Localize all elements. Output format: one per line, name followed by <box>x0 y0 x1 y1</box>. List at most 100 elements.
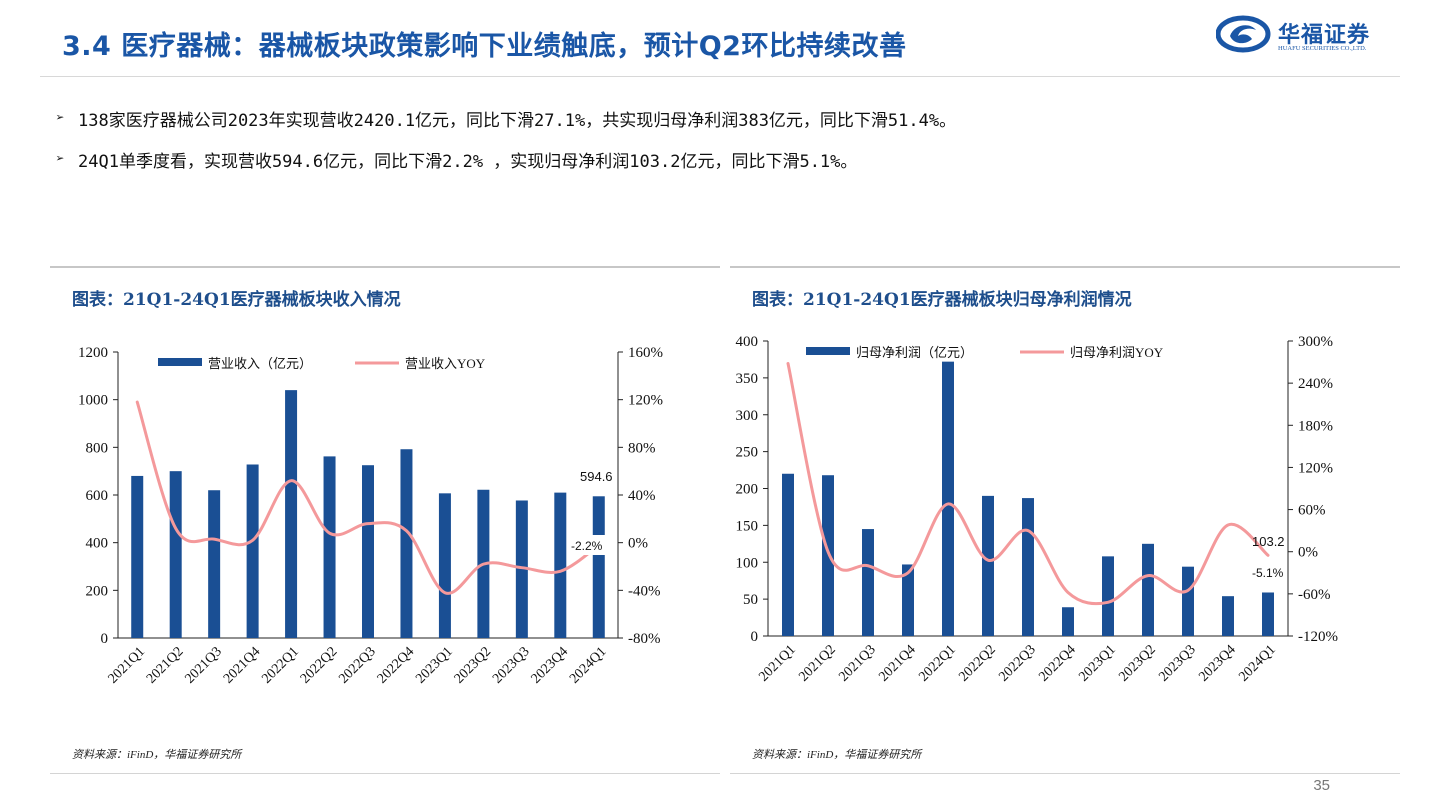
y-tick-label-left: 350 <box>736 371 759 387</box>
y-tick-label-left: 200 <box>86 583 109 599</box>
bullet-text: 24Q1单季度看，实现营收594.6亿元，同比下滑2.2% ，实现归母净利润10… <box>78 151 858 172</box>
legend-swatch-bar <box>806 347 850 355</box>
chart-source: 资料来源：iFinD，华福证券研究所 <box>72 749 242 761</box>
bar <box>1182 566 1194 636</box>
y-tick-label-left: 400 <box>736 334 759 350</box>
x-tick-label: 2022Q1 <box>916 642 959 685</box>
y-tick-label-right: 240% <box>1298 376 1333 392</box>
data-label: -5.1% <box>1252 566 1284 580</box>
data-label: 103.2 <box>1252 534 1285 549</box>
x-tick-label: 2023Q3 <box>490 644 533 687</box>
x-tick-label: 2021Q3 <box>836 642 879 685</box>
chart-bottom-rule <box>730 773 1400 774</box>
y-tick-label-right: 160% <box>628 345 663 361</box>
x-tick-label: 2023Q1 <box>1076 642 1119 685</box>
bullet-text: 138家医疗器械公司2023年实现营收2420.1亿元，同比下滑27.1%，共实… <box>78 110 957 131</box>
bar <box>902 564 914 636</box>
x-tick-label: 2023Q4 <box>1196 642 1239 685</box>
x-tick-label: 2022Q4 <box>375 644 418 687</box>
x-tick-label: 2022Q4 <box>1036 642 1079 685</box>
x-tick-label: 2021Q4 <box>876 642 919 685</box>
y-tick-label-left: 300 <box>736 408 759 424</box>
bar <box>782 473 794 636</box>
bar <box>1022 498 1034 636</box>
legend-label: 营业收入（亿元） <box>208 356 312 371</box>
bar <box>246 464 259 638</box>
title-divider <box>40 76 1400 77</box>
y-tick-label-left: 50 <box>743 592 758 608</box>
logo-subtext: HUAFU SECURITIES CO.,LTD. <box>1278 45 1367 52</box>
bar <box>1262 592 1274 636</box>
bar <box>438 493 451 638</box>
bar <box>515 500 528 638</box>
x-tick-label: 2022Q2 <box>298 644 341 687</box>
arrow-bullet-icon: ➢ <box>56 151 65 167</box>
x-tick-label: 2023Q3 <box>1156 642 1199 685</box>
legend-swatch-bar <box>158 358 202 366</box>
bar <box>1062 607 1074 636</box>
bar <box>169 471 182 638</box>
x-tick-label: 2023Q2 <box>1116 642 1159 685</box>
y-tick-label-left: 250 <box>736 445 759 461</box>
yoy-line <box>786 361 1270 606</box>
legend-label: 归母净利润YOY <box>1070 345 1164 360</box>
y-tick-label-left: 200 <box>736 482 759 498</box>
y-tick-label-right: -40% <box>628 583 661 599</box>
bar <box>362 465 374 638</box>
chart-source: 资料来源：iFinD，华福证券研究所 <box>752 749 922 761</box>
x-tick-label: 2022Q3 <box>996 642 1039 685</box>
revenue-chart: 0 200 400 600 800 1000 1200 -80% -40% 0% 40% 80% 120… <box>78 345 663 687</box>
x-tick-label: 2021Q2 <box>144 644 187 687</box>
legend-label: 营业收入YOY <box>405 356 486 371</box>
bullet-item: ➢ 24Q1单季度看，实现营收594.6亿元，同比下滑2.2% ，实现归母净利润… <box>56 147 956 172</box>
bar <box>285 390 298 638</box>
y-tick-label-right: -80% <box>628 631 661 647</box>
bar <box>323 456 336 638</box>
data-label-background <box>567 535 617 555</box>
y-tick-label-right: 120% <box>1298 460 1333 476</box>
chart-top-rule <box>50 266 720 268</box>
x-tick-label: 2024Q1 <box>567 644 610 687</box>
bar <box>1142 543 1154 636</box>
legend-label: 归母净利润（亿元） <box>856 345 973 360</box>
bar <box>131 475 144 638</box>
bar <box>400 449 413 638</box>
x-tick-label: 2021Q3 <box>182 644 225 687</box>
y-tick-label-right: 40% <box>628 488 656 504</box>
y-tick-label-left: 0 <box>751 629 759 645</box>
y-tick-label-right: 180% <box>1298 418 1333 434</box>
profit-chart: 0 50 100 150 200 250 300 350 400 -120% -60% 0% 60% 12… <box>736 334 1339 685</box>
x-tick-label: 2022Q2 <box>956 642 999 685</box>
bar <box>208 490 221 638</box>
y-tick-label-right: 60% <box>1298 503 1326 519</box>
chart-bottom-rule <box>50 773 720 774</box>
x-tick-label: 2023Q2 <box>452 644 495 687</box>
bar <box>822 475 834 636</box>
y-tick-label-right: 300% <box>1298 334 1333 350</box>
y-tick-label-left: 1200 <box>78 345 108 361</box>
x-tick-label: 2021Q4 <box>221 644 264 687</box>
x-tick-label: 2021Q1 <box>106 644 149 687</box>
bar <box>982 495 994 636</box>
arrow-bullet-icon: ➢ <box>56 110 65 126</box>
bar <box>862 529 874 636</box>
data-label: 594.6 <box>580 469 613 484</box>
y-tick-label-right: -120% <box>1298 629 1338 645</box>
yoy-line <box>135 400 601 595</box>
y-tick-label-right: -60% <box>1298 587 1331 603</box>
y-tick-label-right: 0% <box>1298 545 1318 561</box>
bar <box>592 496 605 638</box>
revenue-chart-panel: 图表：21Q1-24Q1医疗器械板块收入情况 0 200 400 600 800 1000… <box>50 266 720 774</box>
bar <box>942 361 954 636</box>
y-tick-label-left: 1000 <box>78 393 108 409</box>
page-title: 3.4 医疗器械：器械板块政策影响下业绩触底，预计Q2环比持续改善 <box>62 31 907 62</box>
chart-top-rule <box>730 266 1400 268</box>
x-tick-label: 2023Q4 <box>529 644 572 687</box>
y-tick-label-left: 150 <box>736 518 759 534</box>
page-number: 35 <box>1313 777 1330 794</box>
x-tick-label: 2021Q1 <box>756 642 799 685</box>
x-tick-label: 2023Q1 <box>413 644 456 687</box>
y-tick-label-right: 0% <box>628 536 648 552</box>
chart-title: 图表：21Q1-24Q1医疗器械板块收入情况 <box>72 290 401 310</box>
y-tick-label-right: 80% <box>628 440 656 456</box>
